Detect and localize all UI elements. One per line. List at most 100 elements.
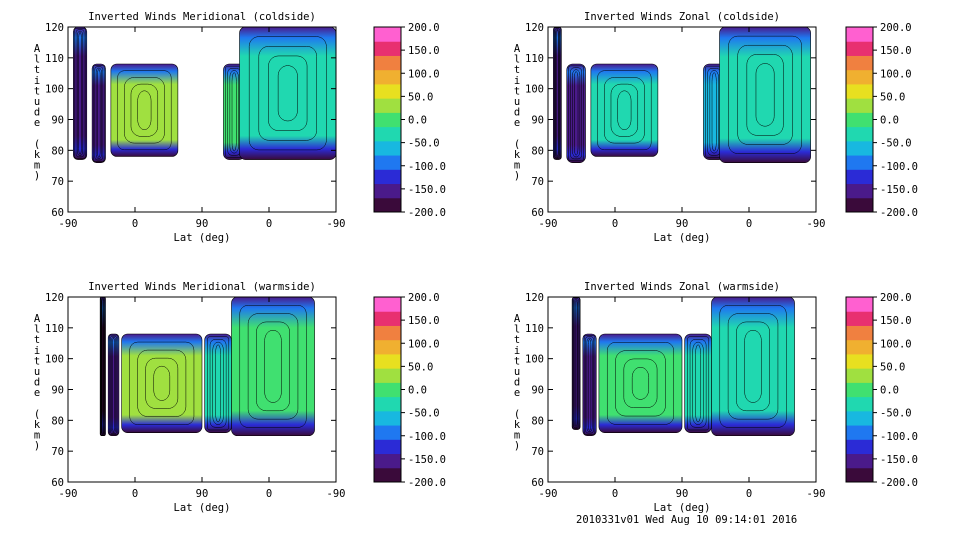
colorbar-label: 0.0 — [880, 385, 899, 397]
contour-line — [746, 54, 784, 136]
data-block — [684, 333, 712, 433]
colorbar-label: -200.0 — [880, 207, 918, 219]
colorbar-label: -100.0 — [880, 161, 918, 173]
contour-line — [95, 67, 102, 159]
x-tick-label: -90 — [807, 218, 826, 230]
contour-line — [258, 46, 317, 141]
contour-line — [689, 339, 707, 428]
contour-line — [587, 339, 592, 431]
contour-line — [572, 69, 581, 158]
panel-3: Inverted Winds Meridional (warmside) 60 70… — [34, 281, 446, 514]
colorbar-band — [846, 112, 873, 128]
colorbar-label: -100.0 — [408, 161, 446, 173]
colorbar-band — [846, 425, 873, 440]
colorbar-band — [846, 27, 873, 42]
colorbar-band — [374, 155, 401, 170]
colorbar-band — [374, 83, 401, 99]
colorbar: 200.0 150.0 100.0 50.0 0.0 -50.0 -100.0 -150.0 -… — [845, 22, 918, 219]
colorbar-band — [846, 325, 873, 341]
x-tick-label: 90 — [196, 488, 209, 500]
colorbar: 200.0 150.0 100.0 50.0 0.0 -50.0 -100.0 -150.0 -… — [373, 22, 446, 219]
contour-line — [737, 44, 793, 145]
colorbar-band — [374, 297, 401, 312]
contour-line — [215, 344, 222, 423]
contour-line — [727, 313, 779, 420]
colorbar-band — [374, 55, 401, 71]
y-tick-label: 80 — [51, 145, 64, 157]
x-tick-label: -90 — [327, 488, 346, 500]
footer-timestamp: 2010331v01 Wed Aug 10 09:14:01 2016 — [576, 514, 798, 526]
contour-line — [755, 63, 775, 127]
colorbar-band — [846, 197, 873, 213]
data-block — [73, 26, 88, 160]
contour-line — [573, 298, 579, 429]
colorbar-label: 200.0 — [408, 292, 440, 304]
data-block — [91, 63, 106, 163]
colorbar-label: -50.0 — [880, 408, 912, 420]
y-tick-label: 110 — [45, 53, 64, 65]
y-tick-label: 60 — [51, 207, 64, 219]
data-block — [204, 333, 232, 433]
contour-line — [74, 28, 86, 159]
y-tick-label: 70 — [51, 176, 64, 188]
contour-line — [212, 341, 224, 425]
data-block — [99, 296, 106, 437]
x-tick-label: 90 — [676, 218, 689, 230]
y-tick-label: 100 — [525, 84, 544, 96]
data-block — [231, 296, 315, 437]
x-tick-label: -90 — [539, 218, 558, 230]
x-tick-label: 90 — [676, 488, 689, 500]
colorbar-band — [374, 69, 401, 85]
y-tick-label: 110 — [525, 323, 544, 335]
colorbar-band — [846, 311, 873, 326]
colorbar-label: -50.0 — [408, 138, 440, 150]
plot-title: Inverted Winds Zonal (coldside) — [584, 11, 780, 23]
colorbar-label: 150.0 — [408, 45, 440, 57]
data-block — [590, 63, 659, 157]
colorbar-label: 100.0 — [880, 338, 912, 350]
contour-line — [554, 28, 561, 159]
y-tick-label: 80 — [531, 415, 544, 427]
colorbar-label: -50.0 — [880, 138, 912, 150]
colorbar-band — [846, 98, 873, 113]
contour-line — [124, 77, 165, 144]
contour-line — [617, 90, 632, 130]
y-tick-label: 90 — [531, 385, 544, 397]
colorbar-label: 0.0 — [408, 385, 427, 397]
y-tick-label: 100 — [525, 354, 544, 366]
colorbar-band — [374, 396, 401, 412]
panel-1: Inverted Winds Meridional (coldside) 60 70… — [34, 11, 446, 244]
plot-title: Inverted Winds Zonal (warmside) — [584, 281, 780, 293]
contour-line — [687, 336, 710, 431]
colorbar-label: 150.0 — [880, 45, 912, 57]
contour-line — [586, 337, 593, 432]
colorbar-label: -100.0 — [408, 431, 446, 443]
contour-line — [695, 344, 702, 423]
colorbar-label: -200.0 — [880, 477, 918, 489]
contour-line — [574, 299, 578, 428]
x-tick-label: -90 — [807, 488, 826, 500]
contour-line — [75, 29, 85, 158]
y-tick-label: 120 — [525, 22, 544, 34]
colorbar-band — [374, 197, 401, 213]
colorbar-label: -100.0 — [880, 431, 918, 443]
colorbar-label: 150.0 — [408, 315, 440, 327]
contour-line — [130, 83, 159, 137]
x-tick-label: -90 — [59, 488, 78, 500]
contour-line — [555, 29, 560, 158]
colorbar-band — [374, 410, 401, 426]
contour-line — [97, 69, 101, 158]
contour-line — [744, 329, 762, 403]
colorbar-label: -150.0 — [880, 184, 918, 196]
colorbar-label: 200.0 — [408, 22, 440, 34]
colorbar-band — [846, 183, 873, 199]
colorbar-band — [374, 339, 401, 355]
y-tick-label: 100 — [45, 84, 64, 96]
contour-line — [728, 35, 802, 154]
colorbar-label: 50.0 — [880, 361, 905, 373]
colorbar-band — [846, 126, 873, 142]
colorbar-label: 50.0 — [408, 361, 433, 373]
colorbar-band — [846, 140, 873, 156]
x-tick-label: 0 — [612, 218, 618, 230]
